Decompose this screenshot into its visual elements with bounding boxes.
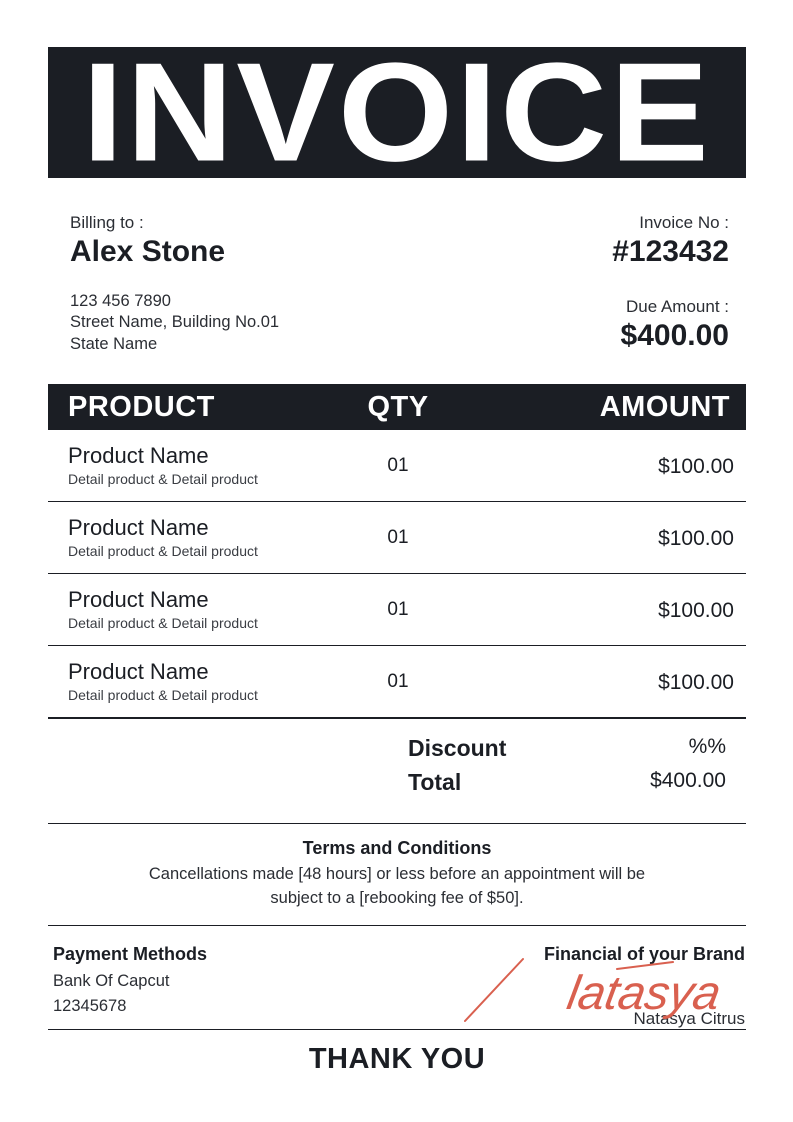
- svg-text:latasya: latasya: [563, 966, 725, 1020]
